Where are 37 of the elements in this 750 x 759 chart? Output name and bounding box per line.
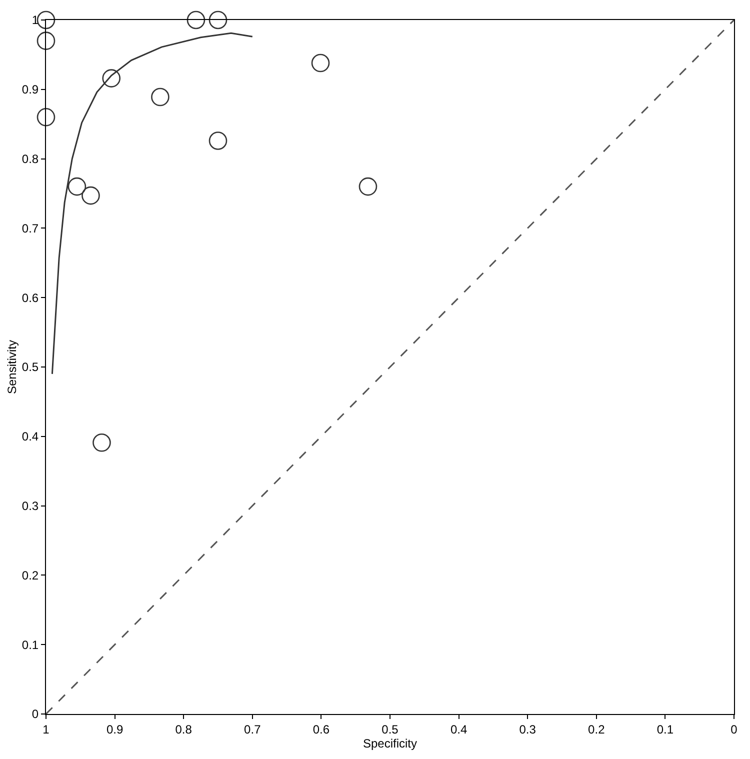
point: [68, 177, 86, 196]
line-series: [51, 32, 254, 375]
x-tick-label: 0.3: [519, 722, 536, 736]
x-tick-label: 0: [730, 722, 738, 736]
x-axis-title: Specificity: [362, 736, 418, 750]
point: [186, 10, 206, 30]
x-tick-label: 0.7: [244, 722, 262, 736]
y-tick-label: 0.8: [22, 152, 39, 166]
x-tick-label: 0.5: [382, 722, 399, 736]
x-tick-label: 0.8: [175, 722, 192, 736]
point: [208, 10, 228, 30]
point: [36, 108, 56, 126]
x-tick-label: 0.4: [450, 722, 468, 736]
x-tick-label: 0.1: [656, 722, 674, 736]
y-axis-title: Sensitivity: [5, 340, 20, 394]
point: [102, 69, 121, 88]
point: [311, 54, 330, 72]
x-tick-label: 0.6: [312, 722, 330, 736]
y-tick-label: 0.9: [22, 82, 39, 97]
point: [208, 132, 228, 150]
y-tick-label: 0.3: [22, 499, 39, 513]
point: [36, 32, 56, 50]
x-tick-label: 0.9: [106, 722, 124, 736]
y-tick-label: 0.7: [22, 221, 39, 236]
point: [151, 88, 170, 106]
y-tick-label: 0.6: [22, 290, 39, 305]
y-tick-label: 0.2: [22, 568, 39, 582]
point: [358, 177, 378, 196]
x-tick-label: 0.2: [588, 722, 606, 736]
point: [36, 10, 56, 30]
y-tick-label: 0: [32, 707, 39, 722]
y-tick-label: 0.4: [22, 430, 39, 444]
y-tick-label: 0.1: [22, 638, 39, 652]
point: [82, 186, 100, 205]
point: [92, 434, 111, 452]
y-tick-label: 0.5: [22, 360, 39, 374]
x-tick-label: 1: [42, 722, 50, 736]
